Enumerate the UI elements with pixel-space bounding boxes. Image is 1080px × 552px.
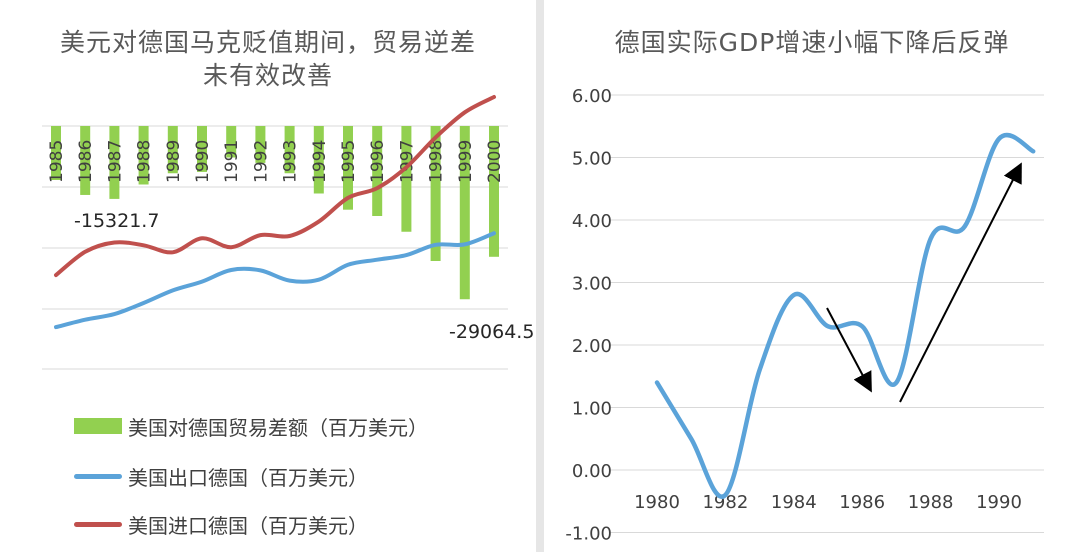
data-label-2000: -29064.5 xyxy=(449,321,534,343)
bar-1990 xyxy=(197,126,207,172)
category-label: 1994 xyxy=(310,140,330,183)
arrow-down-annotation xyxy=(826,307,872,393)
data-label-1986: -15321.7 xyxy=(74,210,159,232)
category-label: 1999 xyxy=(456,140,476,183)
legend-label: 美国对德国贸易差额（百万美元） xyxy=(128,415,428,440)
category-label: 1985 xyxy=(47,140,67,183)
x-tick-label: 1982 xyxy=(702,492,748,513)
legend-swatch-bar xyxy=(74,418,122,434)
category-label: 1990 xyxy=(193,140,213,183)
category-label: 1987 xyxy=(105,140,125,183)
bar-1994 xyxy=(313,126,324,194)
legend-label: 美国进口德国（百万美元） xyxy=(128,513,368,538)
category-label: 1995 xyxy=(339,140,359,183)
bar-1998 xyxy=(430,126,441,261)
legend-item-balance: 美国对德国贸易差额（百万美元） xyxy=(74,411,428,441)
bar-1989 xyxy=(167,126,178,174)
bar-1988 xyxy=(138,126,149,185)
left-chart-svg: 1985 1986 1987 1988 1989 1990 1991 1992 1993 1994… xyxy=(42,95,534,370)
bar-1997 xyxy=(401,126,412,232)
x-tick-label: 1984 xyxy=(771,492,817,513)
category-label: 1986 xyxy=(76,140,96,183)
gdp-growth-line xyxy=(654,132,1036,499)
y-tick-label: 3.00 xyxy=(572,274,612,295)
legend-item-exports: 美国出口德国（百万美元） xyxy=(74,461,368,491)
arrow-up-annotation xyxy=(899,162,1022,403)
right-chart-svg: 6.00 5.00 4.00 3.00 2.00 1.00 0.00 -1.00 1980 198… xyxy=(565,86,1044,545)
bar-1986 xyxy=(80,126,91,195)
legend-item-imports: 美国进口德国（百万美元） xyxy=(74,509,368,539)
y-tick-label: 2.00 xyxy=(572,336,612,357)
x-tick-label: 1986 xyxy=(839,492,885,513)
bar-1996 xyxy=(372,126,383,216)
category-label: 1992 xyxy=(251,140,271,183)
category-label: 1998 xyxy=(427,140,447,183)
bar-2000 xyxy=(489,126,499,257)
y-tick-label: 4.00 xyxy=(572,211,612,232)
y-tick-label: -1.00 xyxy=(565,524,612,545)
left-chart-title: 美元对德国马克贬值期间，贸易逆差未有效改善 xyxy=(60,28,477,90)
bar-1991 xyxy=(226,126,237,158)
bar-1999 xyxy=(459,126,470,300)
bar-1992 xyxy=(255,126,266,163)
x-tick-label: 1990 xyxy=(976,492,1022,513)
category-label: 1988 xyxy=(135,140,155,183)
x-tick-label: 1988 xyxy=(908,492,954,513)
category-label: 1991 xyxy=(222,140,242,183)
y-tick-label: 5.00 xyxy=(572,149,612,170)
bar-1987 xyxy=(109,126,120,199)
left-chart-panel: 美元对德国马克贬值期间，贸易逆差未有效改善 1985 1986 1987 1988 19… xyxy=(0,0,536,552)
right-chart-panel: 德国实际GDP增速小幅下降后反弹 6.00 5.00 4.00 3.00 2.00 1.0… xyxy=(544,0,1080,552)
bar-1995 xyxy=(343,126,353,210)
category-label: 1993 xyxy=(281,140,301,183)
category-label: 1996 xyxy=(368,140,388,183)
line-exports xyxy=(54,231,496,330)
legend-label: 美国出口德国（百万美元） xyxy=(128,465,368,490)
legend-swatch-line-blue xyxy=(74,473,122,479)
bar-1985 xyxy=(51,126,61,180)
bar-1993 xyxy=(284,126,295,174)
line-imports xyxy=(54,95,496,278)
legend-swatch-line-red xyxy=(74,521,122,527)
right-chart-title: 德国实际GDP增速小幅下降后反弹 xyxy=(614,28,1010,57)
category-label: 1989 xyxy=(164,140,184,183)
y-tick-label: 6.00 xyxy=(572,86,612,107)
y-tick-label: 0.00 xyxy=(572,461,612,482)
y-tick-label: 1.00 xyxy=(572,399,612,420)
category-label: 2000 xyxy=(485,140,505,183)
x-tick-label: 1980 xyxy=(634,492,680,513)
